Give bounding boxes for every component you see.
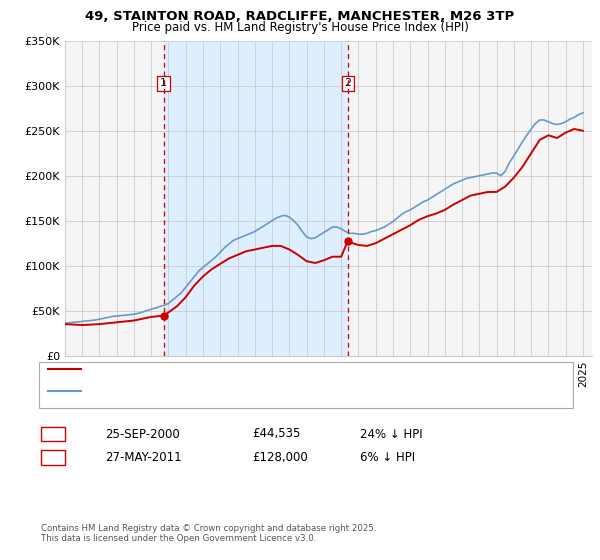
Text: 49, STAINTON ROAD, RADCLIFFE, MANCHESTER, M26 3TP: 49, STAINTON ROAD, RADCLIFFE, MANCHESTER… xyxy=(85,10,515,23)
Text: This data is licensed under the Open Government Licence v3.0.: This data is licensed under the Open Gov… xyxy=(41,534,316,543)
Text: 49, STAINTON ROAD, RADCLIFFE, MANCHESTER, M26 3TP (semi-detached house): 49, STAINTON ROAD, RADCLIFFE, MANCHESTER… xyxy=(87,365,509,374)
Text: HPI: Average price, semi-detached house, Bury: HPI: Average price, semi-detached house,… xyxy=(87,386,333,395)
Text: 1: 1 xyxy=(49,427,56,441)
Bar xyxy=(164,41,348,356)
Text: 27-MAY-2011: 27-MAY-2011 xyxy=(105,451,182,464)
Text: 24% ↓ HPI: 24% ↓ HPI xyxy=(360,427,422,441)
Text: £44,535: £44,535 xyxy=(252,427,301,441)
Text: Contains HM Land Registry data © Crown copyright and database right 2025.: Contains HM Land Registry data © Crown c… xyxy=(41,524,376,533)
Text: 2: 2 xyxy=(49,451,56,464)
Text: £128,000: £128,000 xyxy=(252,451,308,464)
Text: 25-SEP-2000: 25-SEP-2000 xyxy=(105,427,180,441)
Text: 2: 2 xyxy=(344,78,352,88)
Text: 6% ↓ HPI: 6% ↓ HPI xyxy=(360,451,415,464)
Text: 1: 1 xyxy=(160,78,167,88)
Text: Price paid vs. HM Land Registry's House Price Index (HPI): Price paid vs. HM Land Registry's House … xyxy=(131,21,469,34)
